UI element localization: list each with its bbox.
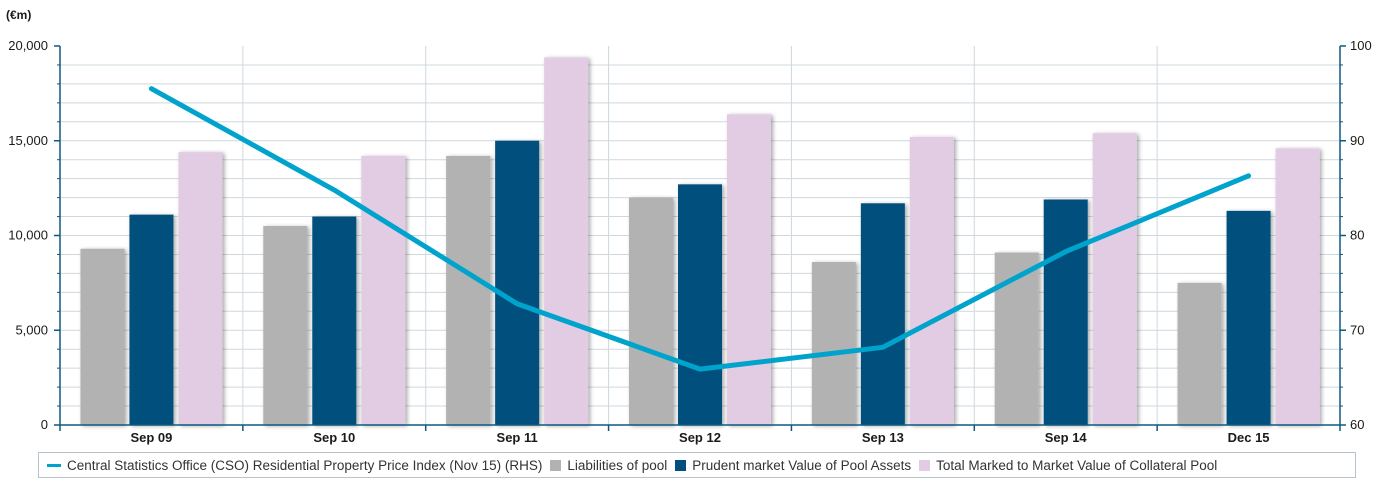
- axes: 0 5,000 10,000 15,000 20,000 60 70 80 90 100 Sep 0…: [8, 38, 1371, 445]
- line-series: [148, 86, 1252, 372]
- bar-liabilities-of-pool: [80, 248, 125, 425]
- left-axis-unit: (€m): [6, 8, 31, 22]
- x-axis-category-label: Sep 14: [1045, 430, 1088, 445]
- left-axis-tick-label: 0: [41, 417, 48, 432]
- x-axis-category-label: Sep 13: [862, 430, 904, 445]
- x-axis-category-label: Sep 12: [679, 430, 721, 445]
- bar-prudent-market-value-of-pool-assets: [678, 184, 722, 425]
- right-axis-tick-label: 80: [1350, 228, 1364, 243]
- legend-item-cso-index: Central Statistics Office (CSO) Resident…: [47, 458, 542, 473]
- x-axis-category-label: Sep 09: [130, 430, 172, 445]
- bar-total-marked-to-market-value-of-collateral-pool: [909, 136, 954, 425]
- bar-liabilities-of-pool: [1177, 282, 1222, 425]
- legend-item-total-collateral: Total Marked to Market Value of Collater…: [919, 458, 1217, 473]
- x-axis-category-label: Dec 15: [1228, 430, 1270, 445]
- legend-label-liabilities: Liabilities of pool: [567, 457, 668, 473]
- bar-liabilities-of-pool: [446, 155, 491, 425]
- x-axis-category-label: Sep 10: [313, 430, 355, 445]
- bar-prudent-market-value-of-pool-assets: [495, 140, 540, 425]
- legend-item-liabilities: Liabilities of pool: [550, 458, 667, 473]
- bar-total-marked-to-market-value-of-collateral-pool: [178, 152, 223, 425]
- right-axis-tick-label: 70: [1350, 322, 1364, 337]
- bar-total-marked-to-market-value-of-collateral-pool: [361, 155, 406, 425]
- bar-liabilities-of-pool: [263, 226, 308, 425]
- right-axis-tick-label: 90: [1350, 133, 1364, 148]
- bar-total-marked-to-market-value-of-collateral-pool: [544, 57, 589, 426]
- bar-liabilities-of-pool: [629, 197, 673, 425]
- legend-swatch-liabilities: [550, 459, 562, 471]
- bar-total-marked-to-market-value-of-collateral-pool: [727, 114, 771, 425]
- left-axis-tick-label: 15,000: [8, 133, 48, 148]
- right-axis-tick-label: 100: [1350, 38, 1372, 53]
- legend-item-prudent-value: Prudent market Value of Pool Assets: [675, 458, 911, 473]
- bar-prudent-market-value-of-pool-assets: [1043, 199, 1088, 425]
- bar-liabilities-of-pool: [994, 252, 1039, 425]
- bar-prudent-market-value-of-pool-assets: [1226, 210, 1271, 425]
- bar-total-marked-to-market-value-of-collateral-pool: [1275, 148, 1320, 425]
- legend-swatch-total-collateral: [919, 459, 931, 471]
- x-axis-category-label: Sep 11: [497, 430, 538, 445]
- left-axis-tick-label: 20,000: [8, 38, 48, 53]
- legend-label-cso-index: Central Statistics Office (CSO) Resident…: [67, 457, 543, 473]
- bar-prudent-market-value-of-pool-assets: [129, 214, 174, 425]
- bar-liabilities-of-pool: [811, 262, 856, 425]
- bar-prudent-market-value-of-pool-assets: [860, 203, 905, 425]
- legend-line-swatch: [47, 463, 61, 467]
- legend-label-prudent-value: Prudent market Value of Pool Assets: [692, 457, 912, 473]
- bar-prudent-market-value-of-pool-assets: [312, 216, 357, 425]
- right-axis-tick-label: 60: [1350, 417, 1364, 432]
- chart-legend: Central Statistics Office (CSO) Resident…: [38, 452, 1356, 478]
- bar-series: [80, 57, 1320, 426]
- left-axis-tick-label: 5,000: [15, 322, 48, 337]
- left-axis-tick-label: 10,000: [8, 228, 48, 243]
- legend-label-total-collateral: Total Marked to Market Value of Collater…: [936, 457, 1218, 473]
- legend-swatch-prudent-value: [675, 459, 687, 471]
- bar-total-marked-to-market-value-of-collateral-pool: [1092, 133, 1137, 426]
